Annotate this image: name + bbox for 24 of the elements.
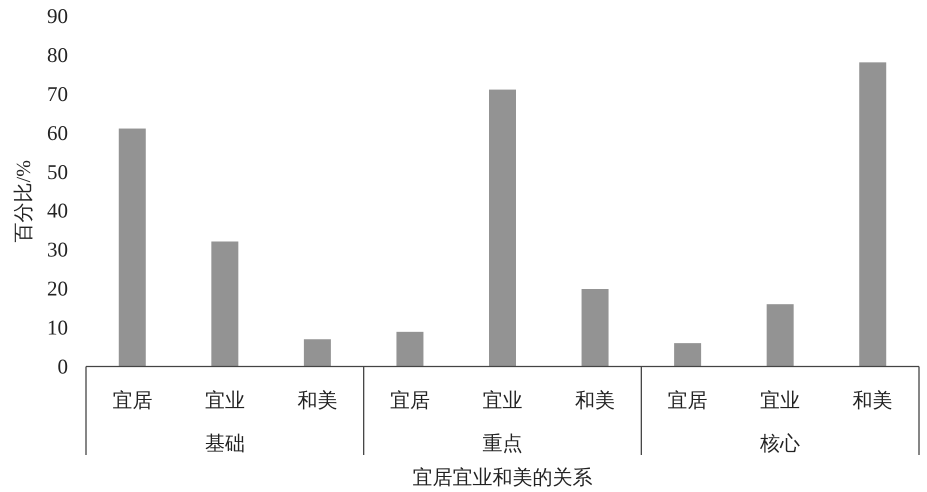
x-axis-title: 宜居宜业和美的关系: [412, 466, 592, 489]
x-tick-label: 宜居: [668, 389, 708, 412]
y-tick-label: 80: [47, 42, 68, 67]
x-tick-label: 宜业: [482, 389, 522, 412]
y-tick-label: 30: [47, 238, 68, 262]
y-tick-label: 60: [47, 120, 68, 145]
y-tick-label: 70: [47, 82, 68, 106]
x-tick-label: 宜居: [112, 389, 152, 412]
text: 基础: [204, 433, 245, 455]
x-tick-label: 和美: [297, 389, 338, 412]
y-tick-label: 0: [58, 354, 68, 378]
x-tick-label: 宜居: [390, 389, 430, 412]
x-tick-label: 宜业: [760, 389, 800, 412]
text: 核心: [759, 433, 800, 455]
y-tick-label: 20: [47, 276, 68, 301]
y-tick-label: 50: [47, 160, 68, 184]
y-tick-label: 10: [47, 316, 68, 340]
y-tick-label: 90: [47, 4, 68, 28]
y-axis-title: 百分比/%: [13, 160, 35, 242]
text: 重点: [482, 433, 522, 455]
x-tick-label: 和美: [575, 389, 616, 412]
y-tick-label: 40: [47, 198, 68, 223]
x-tick-label: 和美: [852, 389, 893, 412]
x-tick-label: 宜业: [204, 389, 245, 412]
